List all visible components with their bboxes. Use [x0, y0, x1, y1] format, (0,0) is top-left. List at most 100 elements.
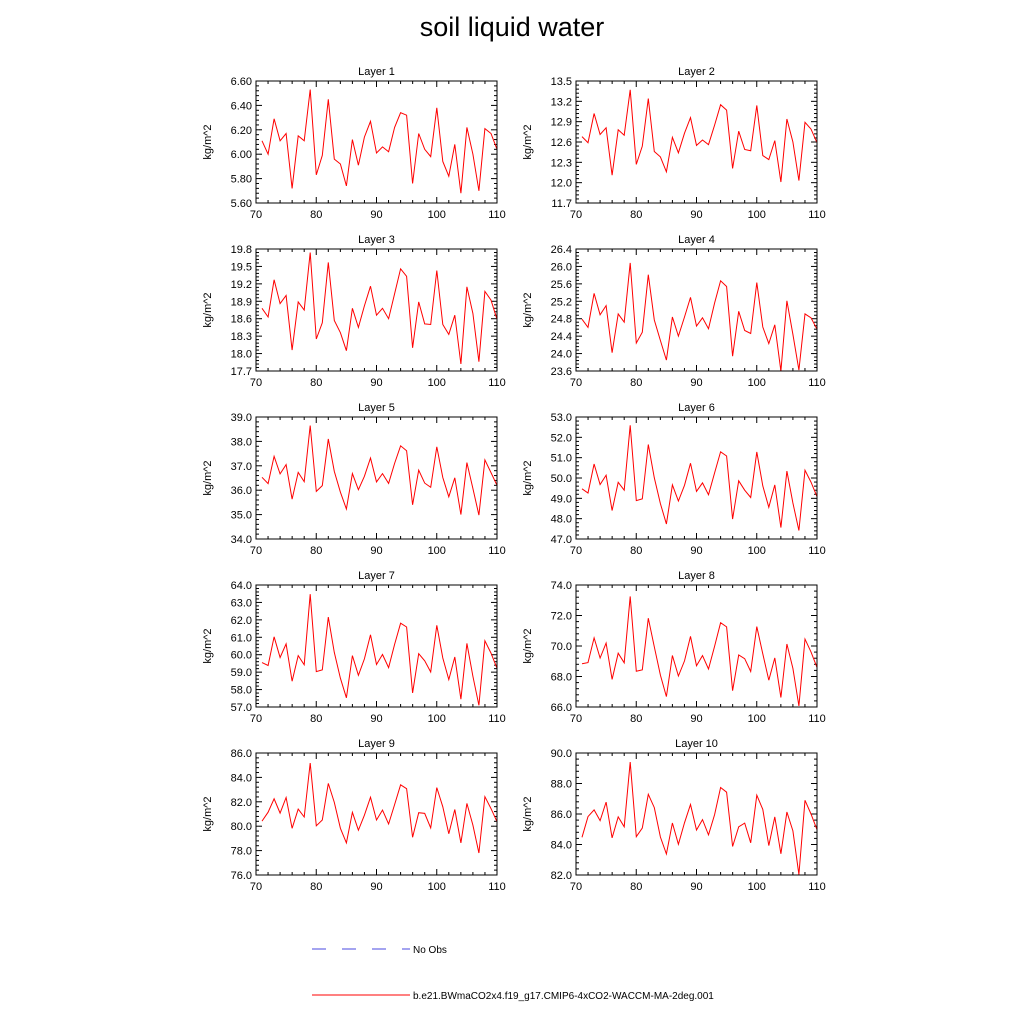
y-tick-label: 66.0 — [551, 702, 572, 714]
panel-title: Layer 2 — [678, 66, 715, 78]
y-axis-label: kg/m^2 — [202, 628, 214, 663]
y-tick-label: 12.3 — [551, 157, 572, 169]
y-tick-label: 6.00 — [231, 149, 252, 161]
y-tick-label: 38.0 — [231, 436, 252, 448]
x-tick-label: 90 — [690, 209, 702, 221]
y-axis-label: kg/m^2 — [522, 628, 534, 663]
x-tick-label: 70 — [570, 545, 582, 557]
x-tick-label: 100 — [748, 545, 766, 557]
y-tick-label: 6.60 — [231, 76, 252, 88]
plot-frame — [575, 416, 818, 540]
y-tick-label: 13.2 — [551, 96, 572, 108]
legend-obs-label: No Obs — [413, 945, 447, 956]
y-tick-label: 24.4 — [551, 331, 572, 343]
panel-title: Layer 1 — [358, 66, 395, 78]
y-tick-label: 26.0 — [551, 261, 572, 273]
x-tick-label: 80 — [310, 377, 322, 389]
y-tick-label: 18.3 — [231, 331, 252, 343]
y-tick-label: 60.0 — [231, 650, 252, 662]
y-tick-label: 78.0 — [231, 846, 252, 858]
panel-2: Layer 2 kg/m^2 11.7 12.0 12.3 12.6 12.9 13.2 13.… — [522, 66, 826, 221]
y-tick-label: 76.0 — [231, 870, 252, 882]
series-line — [261, 762, 498, 854]
y-tick-label: 62.0 — [231, 615, 252, 627]
series-line — [261, 594, 498, 706]
x-tick-label: 90 — [690, 713, 702, 725]
y-tick-label: 26.4 — [551, 244, 572, 256]
panel-title: Layer 3 — [358, 234, 395, 246]
series-line — [581, 262, 818, 372]
x-tick-label: 80 — [310, 209, 322, 221]
series-line — [581, 89, 818, 183]
y-tick-label: 80.0 — [231, 821, 252, 833]
x-tick-label: 100 — [428, 881, 446, 893]
x-tick-label: 80 — [630, 881, 642, 893]
y-tick-label: 68.0 — [551, 672, 572, 684]
series-line — [581, 425, 818, 531]
x-tick-label: 90 — [370, 881, 382, 893]
x-tick-label: 70 — [570, 881, 582, 893]
x-tick-label: 70 — [250, 713, 262, 725]
x-tick-label: 70 — [250, 545, 262, 557]
y-tick-label: 82.0 — [231, 797, 252, 809]
y-tick-label: 25.2 — [551, 296, 572, 308]
y-axis-label: kg/m^2 — [522, 124, 534, 159]
x-tick-label: 100 — [428, 713, 446, 725]
x-tick-label: 110 — [488, 881, 506, 893]
y-tick-label: 12.9 — [551, 117, 572, 129]
x-tick-label: 90 — [370, 713, 382, 725]
y-tick-label: 5.60 — [231, 198, 252, 210]
y-tick-label: 86.0 — [231, 748, 252, 760]
plot-frame — [255, 248, 498, 372]
panel-title: Layer 8 — [678, 570, 715, 582]
x-tick-label: 70 — [570, 377, 582, 389]
x-tick-label: 100 — [428, 209, 446, 221]
plot-frame — [575, 752, 818, 876]
y-tick-label: 24.8 — [551, 314, 572, 326]
series-line — [261, 425, 498, 516]
plot-frame — [255, 80, 498, 204]
panel-4: Layer 4 kg/m^2 23.6 24.0 24.4 24.8 25.2 25.6 26.… — [522, 234, 826, 389]
plot-frame — [575, 80, 818, 204]
x-tick-label: 110 — [488, 545, 506, 557]
y-tick-label: 53.0 — [551, 412, 572, 424]
x-tick-label: 80 — [630, 713, 642, 725]
panel-9: Layer 9 kg/m^2 76.0 78.0 80.0 82.0 84.0 86.0 70 8… — [202, 738, 506, 893]
x-tick-label: 70 — [570, 713, 582, 725]
y-axis-label: kg/m^2 — [522, 292, 534, 327]
x-tick-label: 70 — [250, 377, 262, 389]
x-tick-label: 90 — [690, 377, 702, 389]
x-tick-label: 80 — [630, 209, 642, 221]
y-tick-label: 5.80 — [231, 174, 252, 186]
figure-title: soil liquid water — [419, 12, 605, 42]
y-axis-label: kg/m^2 — [522, 796, 534, 831]
x-tick-label: 90 — [370, 209, 382, 221]
panel-title: Layer 5 — [358, 402, 395, 414]
panel-1: Layer 1 kg/m^2 5.60 5.80 6.00 6.20 6.40 6.60 70 8… — [202, 66, 506, 221]
y-tick-label: 64.0 — [231, 580, 252, 592]
x-tick-label: 70 — [250, 881, 262, 893]
y-tick-label: 12.6 — [551, 137, 572, 149]
x-tick-label: 110 — [808, 545, 826, 557]
y-axis-label: kg/m^2 — [202, 292, 214, 327]
plot-frame — [255, 752, 498, 876]
y-tick-label: 25.6 — [551, 279, 572, 291]
y-tick-label: 13.5 — [551, 76, 572, 88]
panel-title: Layer 10 — [675, 738, 718, 750]
y-tick-label: 50.0 — [551, 473, 572, 485]
panel-8: Layer 8 kg/m^2 66.0 68.0 70.0 72.0 74.0 70 80 90 1… — [522, 570, 826, 725]
x-tick-label: 100 — [748, 377, 766, 389]
y-tick-label: 18.9 — [231, 296, 252, 308]
y-tick-label: 74.0 — [551, 580, 572, 592]
legend-model-label: b.e21.BWmaCO2x4.f19_g17.CMIP6-4xCO2-WACC… — [413, 991, 714, 1002]
panel-10: Layer 10 kg/m^2 82.0 84.0 86.0 88.0 90.0 70 80 90… — [522, 738, 826, 893]
y-axis-label: kg/m^2 — [202, 460, 214, 495]
x-tick-label: 80 — [630, 545, 642, 557]
x-tick-label: 100 — [748, 713, 766, 725]
x-tick-label: 110 — [488, 209, 506, 221]
x-tick-label: 110 — [808, 209, 826, 221]
y-tick-label: 18.0 — [231, 349, 252, 361]
panel-7: Layer 7 kg/m^2 57.0 58.0 59.0 60.0 61.0 62.0 63.… — [202, 570, 506, 725]
